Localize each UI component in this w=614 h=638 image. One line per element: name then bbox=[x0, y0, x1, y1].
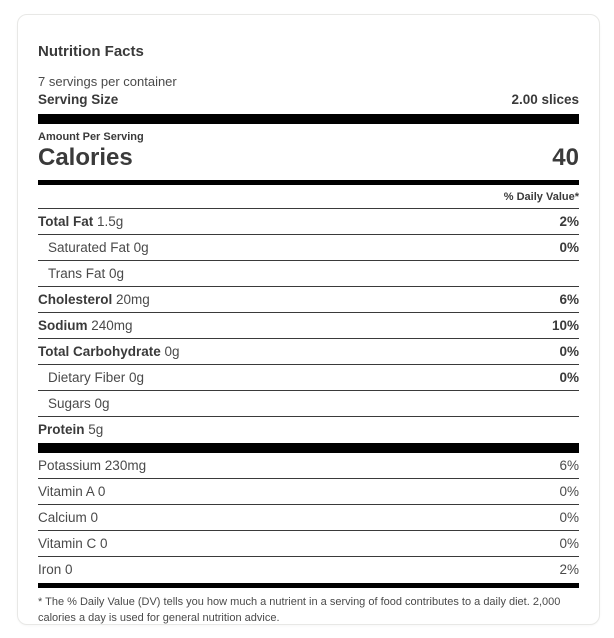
nutrient-row-protein: Protein 5g bbox=[38, 417, 579, 443]
nutrient-amount: 240mg bbox=[91, 318, 133, 333]
divider-medium-footnote bbox=[38, 583, 579, 588]
calories-row: Calories 40 bbox=[38, 143, 579, 180]
nutrient-amount: 230mg bbox=[104, 458, 147, 473]
serving-size-row: Serving Size 2.00 slices bbox=[38, 92, 579, 114]
nutrient-dv: 6% bbox=[559, 292, 579, 307]
nutrient-name-amount: Potassium 230mg bbox=[38, 458, 146, 473]
nutrient-name-amount: Vitamin C 0 bbox=[38, 536, 108, 551]
daily-value-footnote: * The % Daily Value (DV) tells you how m… bbox=[38, 596, 561, 624]
nutrient-name-amount: Protein 5g bbox=[38, 422, 103, 437]
nutrient-dv: 0% bbox=[559, 484, 579, 499]
micronutrient-row-vitamin-a: Vitamin A 0 0% bbox=[38, 479, 579, 505]
nutrient-dv: 10% bbox=[551, 318, 579, 333]
nutrient-name-amount: Sodium 240mg bbox=[38, 318, 133, 333]
servings-per-container: 7 servings per container bbox=[38, 74, 177, 89]
divider-thick-bottom bbox=[38, 443, 579, 453]
nutrient-row-sugars: Sugars 0g bbox=[38, 391, 579, 417]
divider-thick-top bbox=[38, 114, 579, 124]
nutrient-name: Saturated Fat bbox=[48, 240, 130, 255]
nutrient-name-amount: Vitamin A 0 bbox=[38, 484, 105, 499]
nutrient-row-total-carbohydrate: Total Carbohydrate 0g 0% bbox=[38, 339, 579, 365]
nutrient-row-sodium: Sodium 240mg 10% bbox=[38, 313, 579, 339]
divider-medium-calories bbox=[38, 180, 579, 185]
nutrient-name: Vitamin C bbox=[38, 536, 97, 551]
nutrient-amount: 0 bbox=[100, 536, 108, 551]
nutrient-amount: 0g bbox=[109, 266, 125, 281]
nutrient-name: Calcium bbox=[38, 510, 87, 525]
micronutrient-row-potassium: Potassium 230mg 6% bbox=[38, 453, 579, 479]
daily-value-header: % Daily Value* bbox=[38, 185, 579, 209]
nutrient-amount: 0g bbox=[94, 396, 110, 411]
nutrient-name-amount: Cholesterol 20mg bbox=[38, 292, 150, 307]
nutrient-amount: 0g bbox=[133, 240, 149, 255]
nutrient-name: Potassium bbox=[38, 458, 102, 473]
nutrient-name-amount: Total Carbohydrate 0g bbox=[38, 344, 180, 359]
nutrient-name-amount: Dietary Fiber 0g bbox=[48, 370, 144, 385]
nutrient-row-dietary-fiber: Dietary Fiber 0g 0% bbox=[38, 365, 579, 391]
calories-value: 40 bbox=[552, 144, 579, 171]
nutrient-name-amount: Trans Fat 0g bbox=[48, 266, 124, 281]
nutrient-dv: 6% bbox=[559, 458, 579, 473]
nutrient-name-amount: Iron 0 bbox=[38, 562, 73, 577]
nutrient-name: Sugars bbox=[48, 396, 91, 411]
nutrient-name-amount: Total Fat 1.5g bbox=[38, 214, 123, 229]
nutrient-amount: 5g bbox=[88, 422, 104, 437]
serving-size-value: 2.00 slices bbox=[511, 92, 579, 107]
nutrient-name: Vitamin A bbox=[38, 484, 95, 499]
serving-size-label: Serving Size bbox=[38, 92, 119, 107]
nutrient-amount: 0g bbox=[164, 344, 180, 359]
nutrient-dv: 0% bbox=[559, 370, 579, 385]
micronutrient-row-calcium: Calcium 0 0% bbox=[38, 505, 579, 531]
nutrient-amount: 0g bbox=[129, 370, 145, 385]
nutrient-name: Iron bbox=[38, 562, 62, 577]
nutrient-amount: 20mg bbox=[116, 292, 150, 307]
nutrient-dv: 2% bbox=[559, 562, 579, 577]
nutrient-name-amount: Calcium 0 bbox=[38, 510, 98, 525]
nutrient-row-saturated-fat: Saturated Fat 0g 0% bbox=[38, 235, 579, 261]
amount-per-serving-label: Amount Per Serving bbox=[38, 131, 144, 143]
nutrient-name-amount: Saturated Fat 0g bbox=[48, 240, 149, 255]
nutrient-name: Trans Fat bbox=[48, 266, 106, 281]
nutrient-row-total-fat: Total Fat 1.5g 2% bbox=[38, 209, 579, 235]
calories-label: Calories bbox=[38, 144, 133, 171]
nutrition-facts-title: Nutrition Facts bbox=[38, 43, 144, 60]
nutrient-row-cholesterol: Cholesterol 20mg 6% bbox=[38, 287, 579, 313]
nutrient-amount: 1.5g bbox=[97, 214, 124, 229]
nutrient-dv: 0% bbox=[559, 344, 579, 359]
nutrition-facts-card: Nutrition Facts 7 servings per container… bbox=[17, 14, 600, 625]
nutrient-name: Dietary Fiber bbox=[48, 370, 126, 385]
nutrient-amount: 0 bbox=[90, 510, 99, 525]
micronutrient-row-vitamin-c: Vitamin C 0 0% bbox=[38, 531, 579, 557]
nutrient-name: Total Carbohydrate bbox=[38, 344, 161, 359]
nutrient-name-amount: Sugars 0g bbox=[48, 396, 110, 411]
micronutrient-row-iron: Iron 0 2% bbox=[38, 557, 579, 583]
nutrient-name: Protein bbox=[38, 422, 85, 437]
nutrient-row-trans-fat: Trans Fat 0g bbox=[38, 261, 579, 287]
daily-value-header-text: % Daily Value* bbox=[503, 191, 579, 203]
nutrient-name: Total Fat bbox=[38, 214, 94, 229]
nutrient-name: Cholesterol bbox=[38, 292, 113, 307]
nutrient-dv: 0% bbox=[559, 240, 579, 255]
nutrient-dv: 0% bbox=[559, 510, 579, 525]
nutrient-dv: 2% bbox=[559, 214, 579, 229]
nutrient-dv: 0% bbox=[559, 536, 579, 551]
nutrient-amount: 0 bbox=[97, 484, 106, 499]
nutrient-amount: 0 bbox=[65, 562, 73, 577]
nutrient-name: Sodium bbox=[38, 318, 88, 333]
